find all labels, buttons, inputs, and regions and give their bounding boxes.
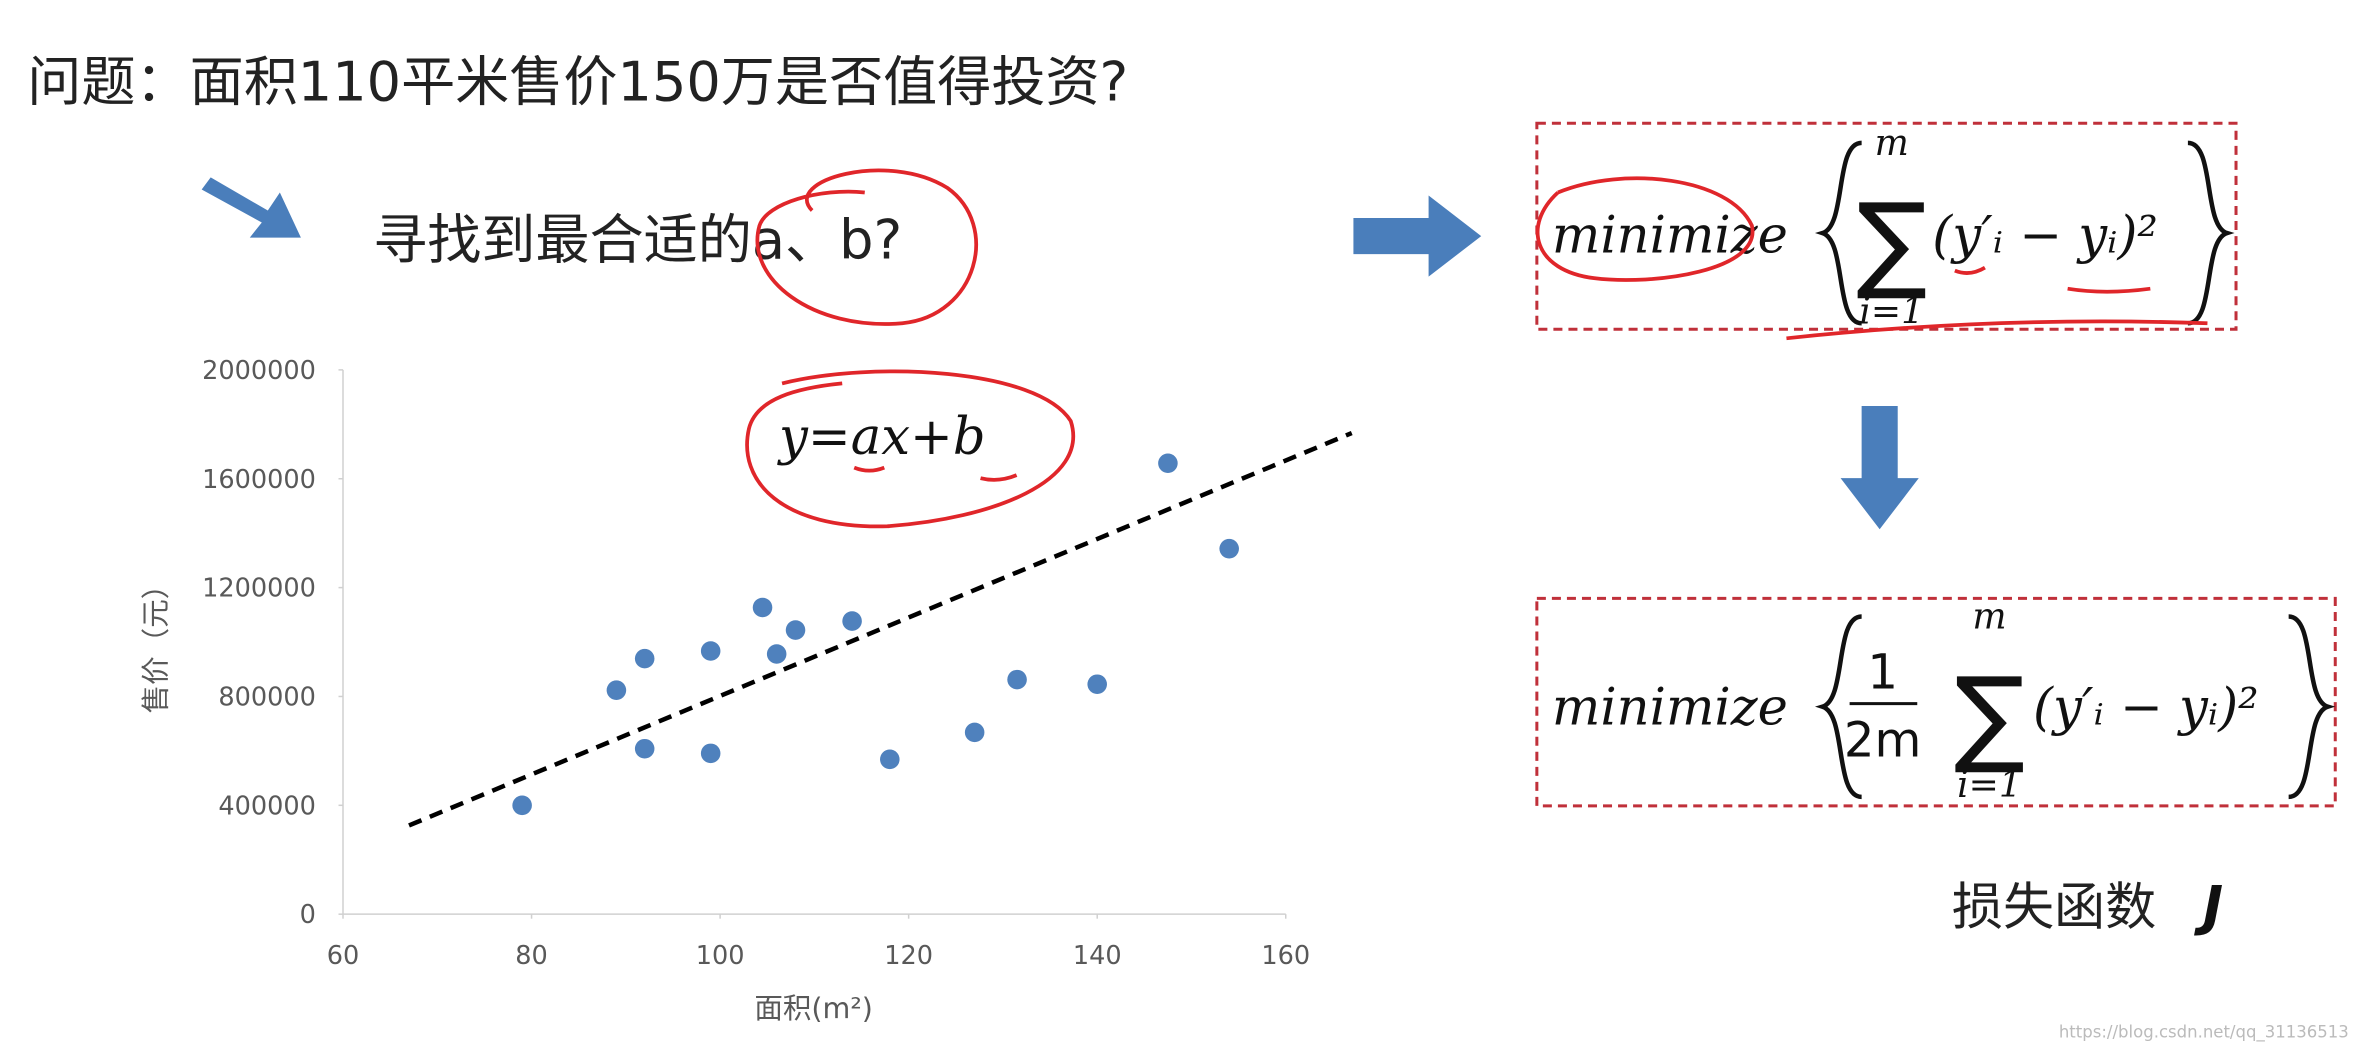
point xyxy=(1219,538,1239,559)
y-axis-label: 售价（元） xyxy=(139,571,173,714)
sum-lower: i=1 xyxy=(1859,290,1924,332)
point xyxy=(606,680,627,700)
formula-box xyxy=(1535,596,2337,808)
x-tick-label: 60 xyxy=(327,941,360,971)
annotation-underline xyxy=(853,465,1018,482)
loss-label: 损失函数 xyxy=(1952,879,2156,938)
point xyxy=(634,738,655,759)
annotation-circle xyxy=(745,369,1075,529)
sum-symbol: ∑ xyxy=(1856,180,1927,303)
brace xyxy=(1815,140,1863,326)
x-tick-label: 100 xyxy=(696,941,745,971)
x-axis-label: 面积(m²) xyxy=(754,991,873,1025)
annotation-underline xyxy=(1786,266,2208,341)
y-tick-label: 800000 xyxy=(218,682,316,712)
brace xyxy=(1815,614,1863,800)
loss-symbol: J xyxy=(2194,875,2223,938)
point xyxy=(964,722,985,743)
point xyxy=(1158,453,1178,474)
formula-expression: (y′ᵢ − yᵢ)² xyxy=(1932,207,2158,266)
point xyxy=(766,644,787,664)
y-tick-label: 400000 xyxy=(218,791,316,821)
point xyxy=(512,795,532,816)
point xyxy=(1087,674,1107,694)
arrow xyxy=(1353,195,1482,277)
sum-upper: m xyxy=(1875,122,1909,164)
question: 问题：面积110平米售价150万是否值得投资? xyxy=(27,51,1128,114)
x-tick-label: 140 xyxy=(1073,941,1122,971)
point xyxy=(1007,669,1027,690)
y-tick-label: 0 xyxy=(300,900,316,930)
annotation-circle xyxy=(1535,176,1755,282)
scatter-chart: 售价（元） 面积(m²) 0 400000 800000 1200000 1600000… xyxy=(139,356,1353,1025)
equation: y=ax+b xyxy=(777,408,986,467)
point xyxy=(785,620,806,640)
formula-expression: (y′ᵢ − yᵢ)² xyxy=(2033,679,2259,738)
point xyxy=(752,597,773,618)
point xyxy=(700,743,721,764)
point xyxy=(842,611,862,631)
subtitle: 寻找到最合适的a、b? xyxy=(373,209,902,272)
point xyxy=(700,641,721,661)
sum-symbol: ∑ xyxy=(1954,654,2025,777)
x-tick-label: 80 xyxy=(515,941,548,971)
point xyxy=(880,749,900,770)
annotation-circle xyxy=(755,168,979,326)
point xyxy=(634,648,655,669)
watermark: https://blog.csdn.net/qq_31136513 xyxy=(2059,1022,2349,1042)
formula-minimize: minimize xyxy=(1552,679,1788,738)
x-tick-label: 160 xyxy=(1261,941,1310,971)
x-tick-label: 120 xyxy=(884,941,933,971)
y-tick-label: 2000000 xyxy=(202,356,316,386)
trend-line xyxy=(408,430,1353,828)
arrow xyxy=(201,177,301,238)
brace xyxy=(2288,614,2336,800)
arrow xyxy=(1840,405,1919,530)
brace xyxy=(2187,140,2235,326)
y-tick-label: 1200000 xyxy=(202,574,316,604)
fraction-numerator: 1 xyxy=(1867,645,1898,701)
fraction-denominator: 2m xyxy=(1844,712,1921,768)
sum-lower: i=1 xyxy=(1957,764,2022,806)
y-tick-label: 1600000 xyxy=(202,465,316,495)
sum-upper: m xyxy=(1972,595,2006,637)
